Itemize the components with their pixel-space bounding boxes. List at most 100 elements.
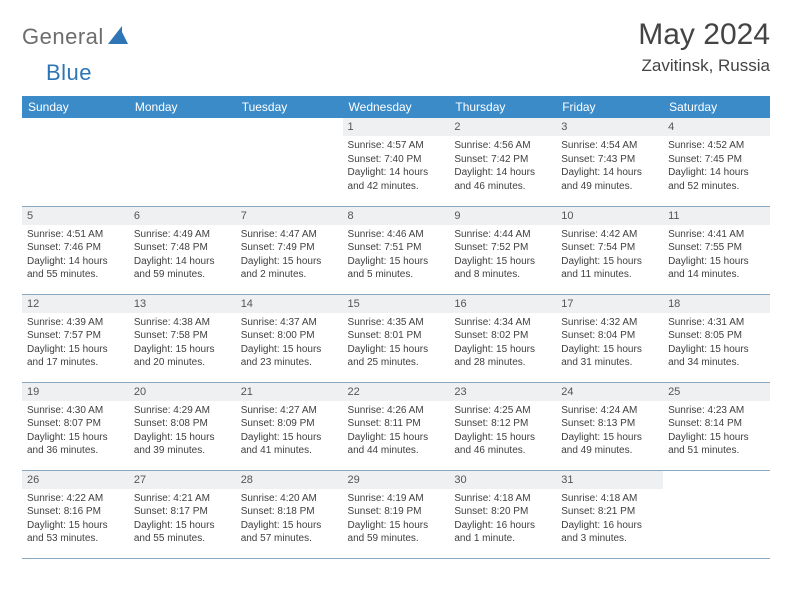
calendar-day-cell: 12Sunrise: 4:39 AMSunset: 7:57 PMDayligh… — [22, 294, 129, 382]
sunset-line: Sunset: 7:48 PM — [134, 241, 231, 255]
sunrise-line: Sunrise: 4:41 AM — [668, 228, 765, 242]
sunset-line: Sunset: 7:52 PM — [454, 241, 551, 255]
sunrise-line: Sunrise: 4:21 AM — [134, 492, 231, 506]
day-content: Sunrise: 4:35 AMSunset: 8:01 PMDaylight:… — [343, 313, 450, 375]
sunset-line: Sunset: 7:58 PM — [134, 329, 231, 343]
sunrise-line: Sunrise: 4:39 AM — [27, 316, 124, 330]
day-number: 7 — [236, 207, 343, 225]
sunset-line: Sunset: 8:14 PM — [668, 417, 765, 431]
daylight-line: Daylight: 15 hours and 34 minutes. — [668, 343, 765, 370]
day-number: 2 — [449, 118, 556, 136]
sunrise-line: Sunrise: 4:49 AM — [134, 228, 231, 242]
sunrise-line: Sunrise: 4:25 AM — [454, 404, 551, 418]
day-number: 16 — [449, 295, 556, 313]
sunrise-line: Sunrise: 4:34 AM — [454, 316, 551, 330]
calendar-week-row: 19Sunrise: 4:30 AMSunset: 8:07 PMDayligh… — [22, 382, 770, 470]
day-number: 14 — [236, 295, 343, 313]
sunrise-line: Sunrise: 4:46 AM — [348, 228, 445, 242]
sunset-line: Sunset: 8:20 PM — [454, 505, 551, 519]
day-content: Sunrise: 4:21 AMSunset: 8:17 PMDaylight:… — [129, 489, 236, 551]
day-header: Thursday — [449, 96, 556, 118]
daylight-line: Daylight: 15 hours and 31 minutes. — [561, 343, 658, 370]
sunset-line: Sunset: 7:49 PM — [241, 241, 338, 255]
sunrise-line: Sunrise: 4:29 AM — [134, 404, 231, 418]
day-number: 15 — [343, 295, 450, 313]
logo: General — [22, 24, 130, 50]
sunset-line: Sunset: 8:09 PM — [241, 417, 338, 431]
sunrise-line: Sunrise: 4:31 AM — [668, 316, 765, 330]
day-number: 30 — [449, 471, 556, 489]
daylight-line: Daylight: 15 hours and 14 minutes. — [668, 255, 765, 282]
calendar-day-cell: 22Sunrise: 4:26 AMSunset: 8:11 PMDayligh… — [343, 382, 450, 470]
day-content: Sunrise: 4:23 AMSunset: 8:14 PMDaylight:… — [663, 401, 770, 463]
day-number: 21 — [236, 383, 343, 401]
day-header: Saturday — [663, 96, 770, 118]
calendar-day-cell: 25Sunrise: 4:23 AMSunset: 8:14 PMDayligh… — [663, 382, 770, 470]
day-number: 3 — [556, 118, 663, 136]
sunrise-line: Sunrise: 4:24 AM — [561, 404, 658, 418]
day-content: Sunrise: 4:29 AMSunset: 8:08 PMDaylight:… — [129, 401, 236, 463]
calendar-week-row: 12Sunrise: 4:39 AMSunset: 7:57 PMDayligh… — [22, 294, 770, 382]
day-number: 5 — [22, 207, 129, 225]
day-number: 25 — [663, 383, 770, 401]
day-content: Sunrise: 4:37 AMSunset: 8:00 PMDaylight:… — [236, 313, 343, 375]
sunset-line: Sunset: 8:17 PM — [134, 505, 231, 519]
daylight-line: Daylight: 14 hours and 55 minutes. — [27, 255, 124, 282]
sunset-line: Sunset: 8:13 PM — [561, 417, 658, 431]
sunset-line: Sunset: 8:08 PM — [134, 417, 231, 431]
calendar-day-cell: 29Sunrise: 4:19 AMSunset: 8:19 PMDayligh… — [343, 470, 450, 558]
day-content: Sunrise: 4:51 AMSunset: 7:46 PMDaylight:… — [22, 225, 129, 287]
calendar-day-cell — [236, 118, 343, 206]
day-content: Sunrise: 4:30 AMSunset: 8:07 PMDaylight:… — [22, 401, 129, 463]
daylight-line: Daylight: 15 hours and 55 minutes. — [134, 519, 231, 546]
daylight-line: Daylight: 15 hours and 28 minutes. — [454, 343, 551, 370]
sunrise-line: Sunrise: 4:51 AM — [27, 228, 124, 242]
sunset-line: Sunset: 7:45 PM — [668, 153, 765, 167]
sunset-line: Sunset: 8:07 PM — [27, 417, 124, 431]
day-number: 20 — [129, 383, 236, 401]
sunset-line: Sunset: 7:42 PM — [454, 153, 551, 167]
day-number: 12 — [22, 295, 129, 313]
calendar-day-cell: 7Sunrise: 4:47 AMSunset: 7:49 PMDaylight… — [236, 206, 343, 294]
calendar-day-cell: 5Sunrise: 4:51 AMSunset: 7:46 PMDaylight… — [22, 206, 129, 294]
calendar-day-cell: 28Sunrise: 4:20 AMSunset: 8:18 PMDayligh… — [236, 470, 343, 558]
daylight-line: Daylight: 15 hours and 25 minutes. — [348, 343, 445, 370]
day-header: Tuesday — [236, 96, 343, 118]
calendar-header-row: Sunday Monday Tuesday Wednesday Thursday… — [22, 96, 770, 118]
daylight-line: Daylight: 15 hours and 44 minutes. — [348, 431, 445, 458]
calendar-day-cell: 2Sunrise: 4:56 AMSunset: 7:42 PMDaylight… — [449, 118, 556, 206]
daylight-line: Daylight: 15 hours and 11 minutes. — [561, 255, 658, 282]
calendar-day-cell — [22, 118, 129, 206]
day-number: 11 — [663, 207, 770, 225]
sunrise-line: Sunrise: 4:52 AM — [668, 139, 765, 153]
logo-triangle-icon — [108, 26, 128, 49]
calendar-day-cell: 16Sunrise: 4:34 AMSunset: 8:02 PMDayligh… — [449, 294, 556, 382]
daylight-line: Daylight: 15 hours and 51 minutes. — [668, 431, 765, 458]
sunrise-line: Sunrise: 4:18 AM — [561, 492, 658, 506]
sunrise-line: Sunrise: 4:44 AM — [454, 228, 551, 242]
sunset-line: Sunset: 8:11 PM — [348, 417, 445, 431]
calendar-week-row: 5Sunrise: 4:51 AMSunset: 7:46 PMDaylight… — [22, 206, 770, 294]
sunset-line: Sunset: 7:43 PM — [561, 153, 658, 167]
day-content: Sunrise: 4:18 AMSunset: 8:20 PMDaylight:… — [449, 489, 556, 551]
day-header: Friday — [556, 96, 663, 118]
sunrise-line: Sunrise: 4:54 AM — [561, 139, 658, 153]
daylight-line: Daylight: 15 hours and 46 minutes. — [454, 431, 551, 458]
calendar-day-cell: 17Sunrise: 4:32 AMSunset: 8:04 PMDayligh… — [556, 294, 663, 382]
day-content: Sunrise: 4:39 AMSunset: 7:57 PMDaylight:… — [22, 313, 129, 375]
sunrise-line: Sunrise: 4:57 AM — [348, 139, 445, 153]
logo-text-general: General — [22, 24, 104, 50]
day-number: 28 — [236, 471, 343, 489]
day-header: Monday — [129, 96, 236, 118]
daylight-line: Daylight: 16 hours and 1 minute. — [454, 519, 551, 546]
day-number: 4 — [663, 118, 770, 136]
calendar-day-cell: 8Sunrise: 4:46 AMSunset: 7:51 PMDaylight… — [343, 206, 450, 294]
logo-text-blue: Blue — [46, 60, 92, 86]
day-content: Sunrise: 4:22 AMSunset: 8:16 PMDaylight:… — [22, 489, 129, 551]
calendar-day-cell: 10Sunrise: 4:42 AMSunset: 7:54 PMDayligh… — [556, 206, 663, 294]
sunrise-line: Sunrise: 4:23 AM — [668, 404, 765, 418]
daylight-line: Daylight: 14 hours and 52 minutes. — [668, 166, 765, 193]
sunset-line: Sunset: 7:46 PM — [27, 241, 124, 255]
calendar-day-cell: 18Sunrise: 4:31 AMSunset: 8:05 PMDayligh… — [663, 294, 770, 382]
day-number: 29 — [343, 471, 450, 489]
